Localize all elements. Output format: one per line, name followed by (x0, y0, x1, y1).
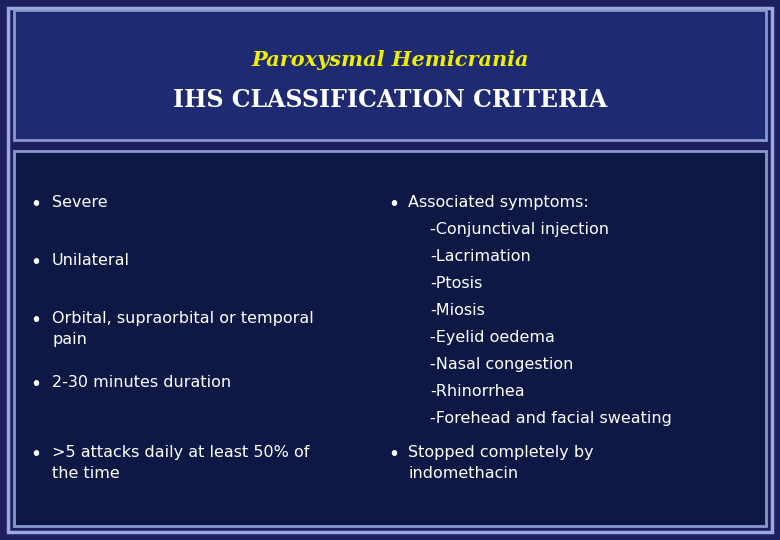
Text: •: • (30, 375, 41, 394)
Text: •: • (30, 311, 41, 330)
Text: -Eyelid oedema: -Eyelid oedema (430, 330, 555, 345)
Text: •: • (388, 195, 399, 214)
Text: Unilateral: Unilateral (52, 253, 130, 268)
Text: Orbital, supraorbital or temporal
pain: Orbital, supraorbital or temporal pain (52, 311, 314, 347)
Text: •: • (30, 445, 41, 464)
Text: >5 attacks daily at least 50% of
the time: >5 attacks daily at least 50% of the tim… (52, 445, 310, 481)
Text: •: • (30, 253, 41, 272)
Text: -Lacrimation: -Lacrimation (430, 249, 530, 264)
Text: -Miosis: -Miosis (430, 303, 485, 318)
Text: •: • (30, 195, 41, 214)
Text: -Forehead and facial sweating: -Forehead and facial sweating (430, 411, 672, 426)
Bar (14, 10, 766, 140)
Text: Associated symptoms:: Associated symptoms: (408, 195, 589, 210)
Text: Stopped completely by
indomethacin: Stopped completely by indomethacin (408, 445, 594, 481)
Text: -Ptosis: -Ptosis (430, 276, 482, 291)
Bar (14, 151, 766, 526)
Text: IHS CLASSIFICATION CRITERIA: IHS CLASSIFICATION CRITERIA (173, 88, 607, 112)
Text: -Conjunctival injection: -Conjunctival injection (430, 222, 609, 237)
Text: Severe: Severe (52, 195, 108, 210)
Text: -Rhinorrhea: -Rhinorrhea (430, 384, 525, 399)
Text: -Nasal congestion: -Nasal congestion (430, 357, 573, 372)
Text: •: • (388, 445, 399, 464)
Text: 2-30 minutes duration: 2-30 minutes duration (52, 375, 231, 390)
Text: Paroxysmal Hemicrania: Paroxysmal Hemicrania (251, 50, 529, 70)
